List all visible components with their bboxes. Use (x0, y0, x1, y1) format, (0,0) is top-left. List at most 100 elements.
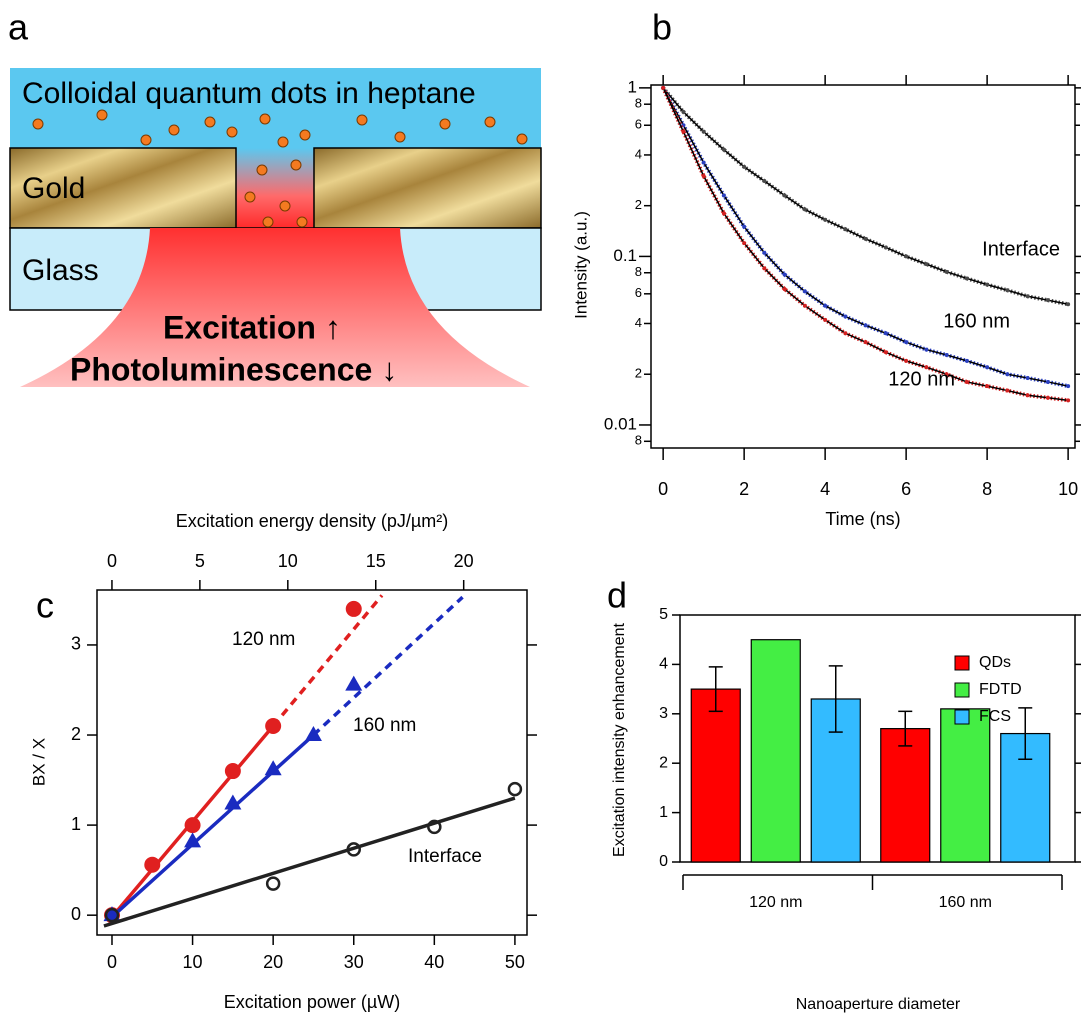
y-tick-label: 1 (659, 804, 668, 821)
data-point (701, 160, 706, 165)
x-tick-label: 40 (424, 952, 444, 972)
data-point (742, 241, 747, 246)
x-axis-title: Excitation power (µW) (224, 992, 400, 1012)
y-tick-label: 0.01 (604, 414, 637, 433)
data-point (1066, 302, 1071, 307)
bar (690, 688, 741, 863)
x-tick-label: 8 (982, 479, 992, 499)
data-point (721, 193, 726, 198)
data-point (924, 262, 929, 267)
x-tick-label: 4 (820, 479, 830, 499)
data-point (802, 207, 807, 212)
data-point (863, 236, 868, 241)
series-label: 160 nm (943, 310, 1010, 332)
x2-tick-label: 5 (195, 551, 205, 571)
marker (144, 856, 161, 873)
data-point (1005, 372, 1010, 377)
x2-tick-label: 10 (278, 551, 298, 571)
y-axis-title: BX / X (29, 738, 48, 786)
x-tick-label: 6 (901, 479, 911, 499)
x2-axis-title: Excitation energy density (pJ/µm²) (176, 511, 448, 531)
data-point (701, 174, 706, 179)
medium-label: Colloidal quantum dots in heptane (22, 77, 476, 110)
series-label: 120 nm (888, 368, 955, 390)
x-tick-label: 160 nm (939, 894, 992, 911)
data-point (802, 303, 807, 308)
data-point (843, 227, 848, 232)
marker (265, 876, 281, 891)
gold-right (313, 147, 542, 229)
x-tick-label: 10 (1058, 479, 1078, 499)
data-point (782, 272, 787, 277)
heptane (10, 68, 541, 148)
fit-line (103, 796, 516, 928)
data-point (863, 323, 868, 328)
data-point (1066, 398, 1071, 403)
marker (346, 842, 361, 857)
bar (940, 708, 991, 863)
data-point (782, 287, 787, 292)
pl-label: Photoluminescence ↓ (70, 351, 397, 387)
data-point (964, 276, 969, 281)
x-tick-label: 30 (344, 952, 364, 972)
y-tick-label: 2 (659, 754, 668, 771)
gold-left (9, 147, 237, 229)
data-point (701, 129, 706, 134)
quantum-dots (32, 109, 528, 228)
y-tick-label: 0.1 (613, 246, 637, 265)
data-point (762, 250, 767, 255)
data-point (883, 350, 888, 355)
data-point (985, 282, 990, 287)
data-point (944, 353, 949, 358)
data-point (823, 217, 828, 222)
marker (265, 718, 282, 735)
x-axis-title: Time (ns) (825, 509, 900, 529)
x-tick-label: 2 (739, 479, 749, 499)
legend-swatch (954, 655, 970, 671)
bar (880, 728, 931, 863)
panel-label: c (36, 585, 54, 626)
data-point (823, 303, 828, 308)
x-tick-label: 50 (505, 952, 525, 972)
data-point (863, 340, 868, 345)
marker (224, 763, 241, 780)
y-tick-label: 1 (71, 814, 81, 834)
legend-label: QDs (979, 654, 1011, 671)
data-point (742, 164, 747, 169)
x2-tick-label: 15 (366, 551, 386, 571)
data-point (964, 379, 969, 384)
plot-frame (679, 614, 1076, 863)
gold-label: Gold (22, 172, 85, 205)
plot-frame (650, 84, 1076, 449)
data-point (944, 269, 949, 274)
y-tick-label: 0 (659, 853, 668, 870)
y-tick-label: 2 (635, 366, 642, 381)
data-point (742, 224, 747, 229)
y-tick-label: 0 (71, 904, 81, 924)
data-point (1045, 379, 1050, 384)
panel-label: b (652, 7, 672, 48)
glass-label: Glass (22, 254, 99, 287)
marker (184, 817, 201, 834)
y-tick-label: 8 (635, 264, 642, 279)
panel-a: a Colloidal quantum dots in heptane Gold… (8, 7, 542, 387)
marker (427, 819, 442, 835)
series-label: 120 nm (232, 629, 295, 650)
excitation-label: Excitation ↑ (163, 309, 341, 345)
data-point (721, 211, 726, 216)
x2-tick-label: 0 (107, 551, 117, 571)
bar (750, 639, 801, 863)
marker (345, 675, 363, 691)
y-tick-label: 2 (635, 197, 642, 212)
data-point (843, 314, 848, 319)
panel-label: a (8, 7, 29, 48)
marker (507, 781, 523, 797)
data-point (1005, 388, 1010, 393)
x-tick-label: 120 nm (749, 894, 802, 911)
y-tick-label: 4 (635, 146, 642, 161)
y-tick-label: 4 (635, 315, 642, 330)
data-point (681, 129, 686, 134)
panel-label: d (607, 575, 627, 616)
marker (224, 794, 242, 810)
